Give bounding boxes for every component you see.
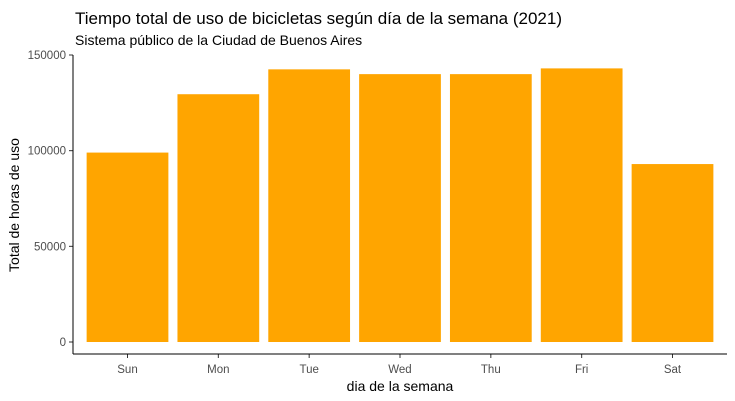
x-tick-label-sat: Sat xyxy=(664,364,682,376)
x-tick-label-mon: Mon xyxy=(207,364,229,376)
y-tick-label-50000: 50000 xyxy=(34,241,66,253)
x-tick-label-wed: Wed xyxy=(388,364,411,376)
bar-wed xyxy=(359,74,441,342)
x-axis-ticks: Sun Mon Tue Wed Thu Fri Sat xyxy=(117,354,682,376)
bar-fri xyxy=(540,68,623,342)
bar-tue xyxy=(268,69,351,342)
bar-sun xyxy=(86,152,169,342)
chart-title: Tiempo total de uso de bicicletas según … xyxy=(75,9,562,28)
bar-mon xyxy=(177,94,260,342)
y-axis-title: Total de horas de uso xyxy=(6,138,22,272)
y-axis-ticks: 0 50000 100000 150000 xyxy=(28,50,73,349)
y-tick-label-0: 0 xyxy=(60,337,66,349)
chart-subtitle: Sistema público de la Ciudad de Buenos A… xyxy=(75,32,362,48)
y-tick-label-150000: 150000 xyxy=(28,50,66,62)
x-tick-label-thu: Thu xyxy=(481,364,501,376)
y-tick-label-100000: 100000 xyxy=(28,146,66,158)
bars-group xyxy=(86,68,714,342)
bar-thu xyxy=(449,74,532,342)
x-tick-label-fri: Fri xyxy=(575,364,588,376)
x-axis-title: dia de la semana xyxy=(347,378,454,394)
x-tick-label-tue: Tue xyxy=(299,364,318,376)
x-tick-label-sun: Sun xyxy=(117,364,137,376)
bar-sat xyxy=(631,164,714,342)
